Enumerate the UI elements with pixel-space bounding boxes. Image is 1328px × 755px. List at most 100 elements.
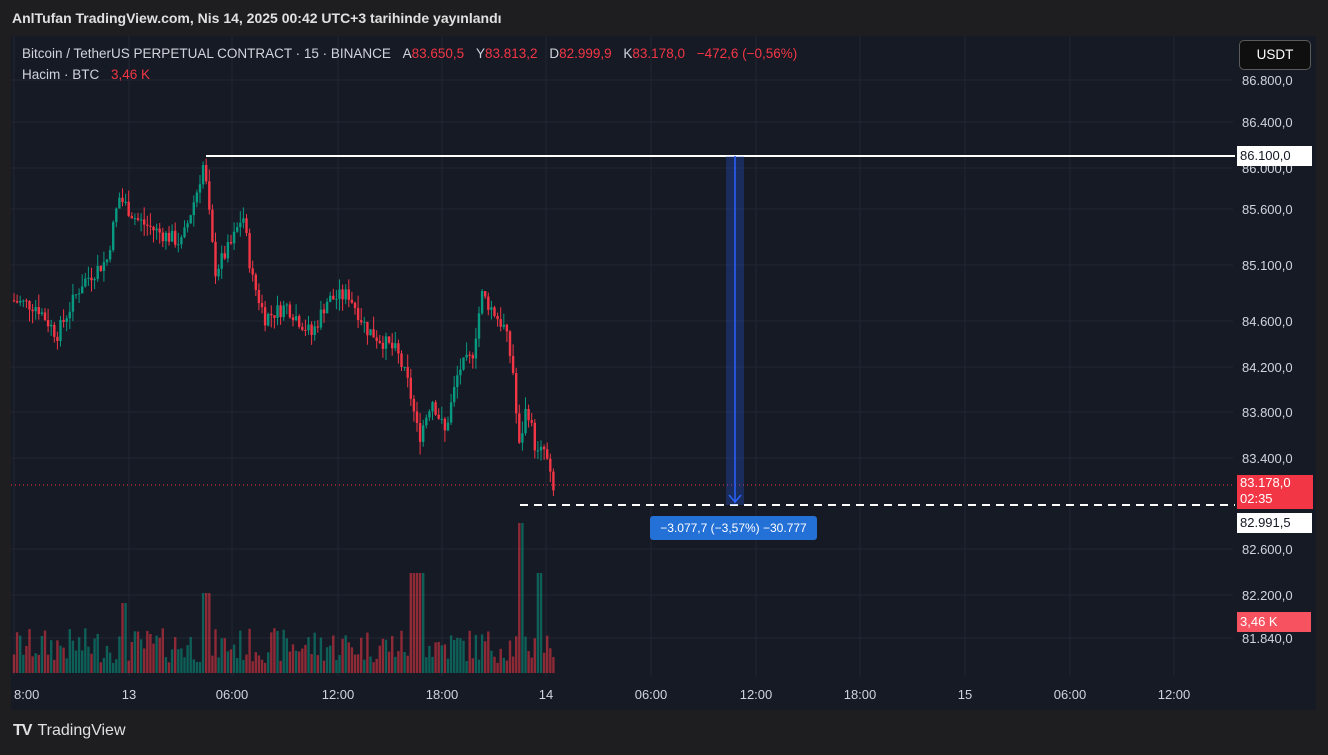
volume-bar [304, 644, 307, 673]
volume-bar [273, 628, 276, 673]
candle-body [118, 197, 121, 209]
volume-bar [527, 651, 530, 673]
candle-body [387, 336, 391, 343]
candle-body [353, 302, 357, 309]
volume-bar [505, 660, 509, 673]
candle-body [143, 219, 146, 225]
volume-bar [539, 573, 543, 673]
candle-body [248, 233, 251, 269]
volume-bar [412, 573, 416, 673]
volume-bar [195, 661, 199, 673]
volume-bar [133, 631, 137, 673]
candle-body [493, 307, 496, 317]
volume-bar [93, 638, 96, 673]
candle-body [50, 324, 53, 327]
volume-bar [291, 644, 295, 673]
volume-bar [37, 654, 40, 673]
price-axis-tick: 81.840,0 [1242, 631, 1293, 646]
candle-body [180, 237, 183, 245]
tradingview-brand[interactable]: TV TradingView [13, 722, 126, 740]
measure-tool-label[interactable]: −3.077,7 (−3,57%) −30.777 [650, 516, 817, 540]
volume-bar [508, 640, 512, 673]
volume-bar [152, 643, 155, 673]
volume-bar [149, 633, 152, 673]
candle-body [93, 278, 96, 281]
symbol-title[interactable]: Bitcoin / TetherUS PERPETUAL CONTRACT · … [22, 46, 391, 61]
volume-bar [329, 645, 332, 673]
candle-body [102, 262, 106, 271]
candle-body [146, 224, 149, 226]
volume-bar [90, 653, 93, 673]
candle-body [87, 277, 90, 279]
price-axis-tick: 84.200,0 [1242, 360, 1293, 375]
currency-button[interactable]: USDT [1239, 40, 1311, 70]
low-line-price-tag: 82.991,5 [1237, 513, 1312, 533]
candle-body [313, 326, 316, 335]
volume-bar [115, 659, 118, 673]
volume-bar [263, 662, 267, 673]
candle-body [440, 418, 443, 420]
candle-body [130, 216, 133, 219]
volume-bar [521, 523, 524, 673]
candle-body [350, 299, 354, 303]
candle-body [298, 316, 301, 327]
candle-body [329, 295, 332, 302]
candle-body [161, 232, 164, 242]
candle-body [149, 225, 152, 227]
candle-body [205, 164, 208, 182]
volume-bar [170, 649, 174, 673]
volume-bar [267, 652, 270, 673]
volume-bar [43, 630, 47, 673]
last-price-tag: 83.178,0 02:35 [1237, 475, 1313, 509]
candle-body [239, 222, 242, 228]
candle-body [412, 398, 416, 412]
candle-body [251, 268, 254, 275]
volume-bar [462, 640, 465, 673]
volume-bar [65, 658, 68, 673]
volume-bar [186, 645, 189, 673]
candle-body [242, 218, 245, 223]
volume-bar [22, 654, 25, 673]
volume-label[interactable]: Hacim · BTC [22, 67, 100, 82]
candle-body [397, 343, 400, 354]
candlestick-chart[interactable]: 86.800,086.400,086.000,085.600,085.100,0… [11, 36, 1316, 710]
volume-bar [31, 656, 34, 673]
volume-bar [381, 638, 385, 673]
volume-bar [40, 635, 44, 673]
candle-body [322, 309, 326, 314]
candle-body [217, 268, 220, 277]
price-axis-tick: 82.600,0 [1242, 542, 1293, 557]
volume-legend: Hacim · BTC 3,46 K [22, 67, 150, 82]
candle-body [56, 336, 59, 341]
volume-bar [325, 647, 329, 673]
volume-bar [105, 645, 109, 673]
candle-body [490, 307, 493, 310]
candle-body [530, 420, 533, 423]
candle-body [273, 315, 276, 318]
candle-body [316, 326, 319, 328]
candle-body [459, 369, 462, 376]
chart-pane[interactable]: 86.800,0 86.400,0 86.000,0 85.600,0 85.100,0… [11, 36, 1316, 710]
volume-bar [19, 635, 22, 673]
close-value: 83.178,0 [632, 46, 685, 61]
candle-body [31, 309, 34, 312]
candle-body [25, 300, 28, 302]
volume-bar [146, 630, 149, 673]
volume-bar [474, 634, 478, 673]
time-axis-tick: 12:00 [1158, 687, 1191, 702]
volume-bar [28, 629, 31, 673]
time-axis-tick: 18:00 [426, 687, 459, 702]
volume-bar [418, 573, 422, 673]
volume-bar [112, 662, 115, 673]
volume-bar [288, 651, 292, 673]
candle-body [381, 342, 385, 349]
price-axis-tick: 85.100,0 [1242, 258, 1293, 273]
volume-bar [164, 657, 168, 673]
volume-bar [242, 659, 245, 673]
volume-bar [511, 656, 515, 673]
volume-bar [226, 651, 230, 673]
candle-body [84, 278, 87, 287]
volume-bar [136, 631, 140, 673]
volume-bar [189, 637, 192, 673]
candle-body [456, 375, 459, 388]
